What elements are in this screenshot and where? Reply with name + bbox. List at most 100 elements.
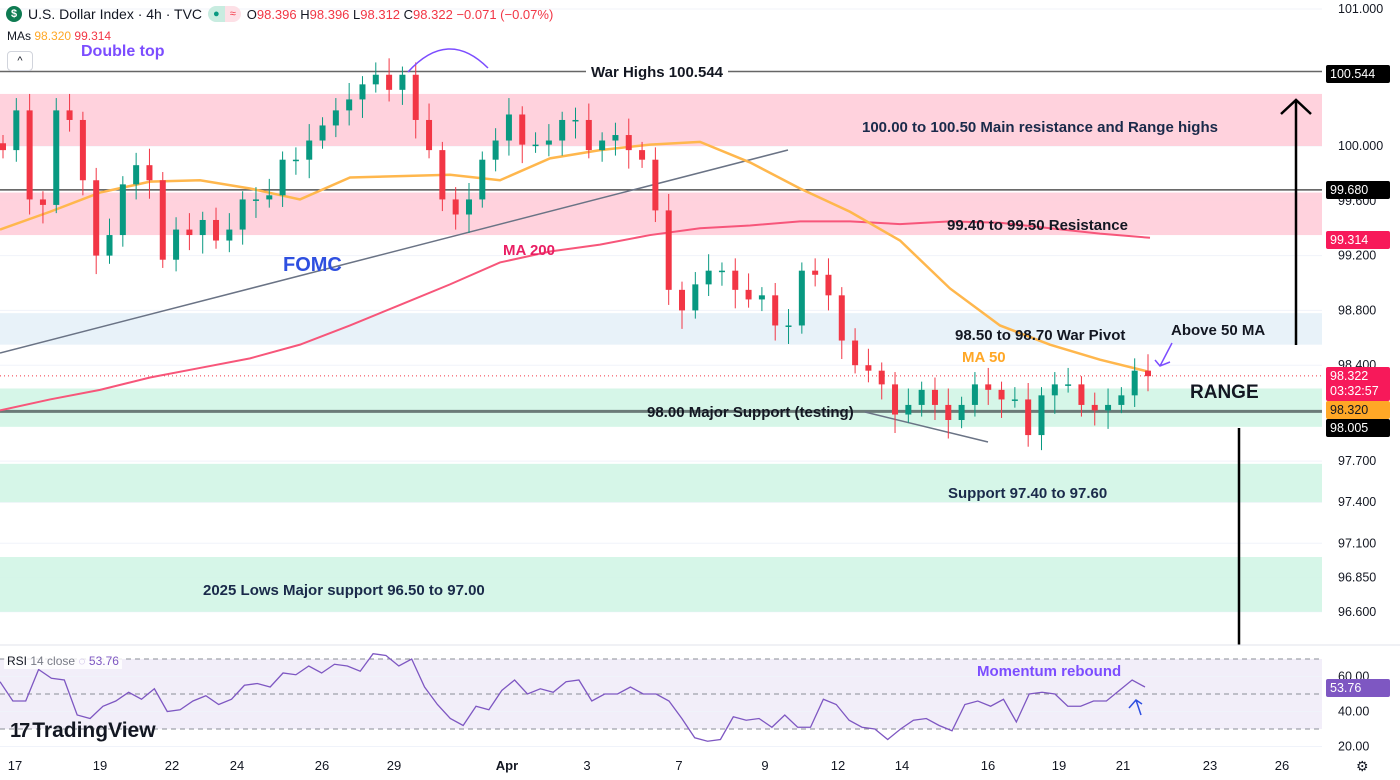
ma50-line <box>0 140 1151 374</box>
delayed-wave-icon: ≈ <box>224 6 241 22</box>
ma-label: MAs <box>7 29 31 43</box>
candle-body <box>905 404 912 415</box>
candle-body <box>665 210 672 290</box>
candle-body <box>985 384 992 390</box>
price-tick-label: 96.850 <box>1338 571 1376 585</box>
date-tick-label: 19 <box>93 758 107 773</box>
market-status[interactable]: ● ≈ <box>208 6 241 22</box>
candle-body <box>798 270 805 326</box>
date-tick-label: 17 <box>8 758 22 773</box>
candle-body <box>825 274 832 296</box>
candle-body <box>492 140 499 160</box>
candle-body <box>13 110 20 151</box>
date-tick-label: 9 <box>761 758 768 773</box>
candle-body <box>958 404 965 420</box>
candle-body <box>1038 395 1045 436</box>
candle-body <box>159 180 166 260</box>
symbol-title[interactable]: U.S. Dollar Index · 4h · TVC <box>28 6 203 22</box>
range-label: RANGE <box>1190 382 1259 403</box>
rsi-legend[interactable]: RSI 14 close ◌ 53.76 <box>4 653 122 669</box>
price-tick-label: 99.200 <box>1338 249 1376 263</box>
lows-2025-label: 2025 Lows Major support 96.50 to 97.00 <box>203 582 485 599</box>
candle-body <box>1065 384 1072 386</box>
candle-body <box>519 114 526 145</box>
momentum-rebound-label: Momentum rebound <box>977 663 1122 680</box>
candle-body <box>785 325 792 327</box>
tradingview-logo-icon: 17 <box>10 719 30 742</box>
candle-body <box>412 74 419 120</box>
low-value: 98.312 <box>360 6 401 22</box>
ma200-price-badge: 99.314 <box>1326 231 1390 249</box>
candle-body <box>652 159 659 211</box>
above-50-ma-label: Above 50 MA <box>1171 322 1266 339</box>
candle-body <box>1025 399 1032 436</box>
candle-body <box>79 119 86 181</box>
candle-body <box>53 110 60 205</box>
date-tick-label: 22 <box>165 758 179 773</box>
falling-trendline <box>864 411 989 443</box>
candle-body <box>173 229 180 260</box>
date-tick-label: Apr <box>496 758 518 773</box>
date-tick-label: 16 <box>981 758 995 773</box>
price-tick-label: 97.100 <box>1338 536 1376 550</box>
candle-body <box>772 295 779 326</box>
ma-legend[interactable]: MAs 98.320 99.314 <box>7 29 111 43</box>
candle-body <box>239 199 246 230</box>
candle-body <box>559 119 566 141</box>
above-ma-arrow-icon <box>1154 342 1173 367</box>
candle-body <box>892 384 899 415</box>
candle-body <box>599 140 606 151</box>
rsi-rebound-arrow-icon <box>1128 699 1143 716</box>
date-tick-label: 7 <box>675 758 682 773</box>
double-top-label: Double top <box>81 43 165 60</box>
candle-body <box>505 114 512 141</box>
candle-body <box>93 180 100 256</box>
candle-body <box>346 99 353 111</box>
rsi-settings-icon[interactable]: ◌ <box>78 654 86 668</box>
tradingview-logo[interactable]: 17 TradingView <box>10 719 156 743</box>
candle-body <box>705 270 712 285</box>
date-tick-label: 26 <box>315 758 329 773</box>
major-support-label: 98.00 Major Support (testing) <box>647 404 854 421</box>
candle-body <box>306 140 313 160</box>
candle-body <box>332 110 339 126</box>
high-label: H <box>300 6 310 22</box>
candle-body <box>865 365 872 371</box>
candle-body <box>639 150 646 160</box>
war-high-price-badge: 100.544 <box>1326 65 1390 83</box>
ma50-value: 98.320 <box>34 29 72 43</box>
candle-body <box>106 235 113 256</box>
zone-support <box>0 463 1322 503</box>
candle-body <box>133 165 140 185</box>
candle-body <box>838 295 845 341</box>
collapse-legend-button[interactable]: ^ <box>7 51 33 71</box>
dollar-icon: $ <box>6 6 22 22</box>
date-tick-label: 3 <box>583 758 590 773</box>
date-tick-label: 24 <box>230 758 244 773</box>
high-value: 98.396 <box>309 6 350 22</box>
resistance-label: 99.40 to 99.50 Resistance <box>947 217 1128 234</box>
candle-body <box>612 135 619 141</box>
candle-body <box>1131 370 1138 396</box>
tradingview-name: TradingView <box>32 719 156 742</box>
candle-body <box>39 199 46 205</box>
bar-countdown: 03:32:57 <box>1330 384 1379 398</box>
symbol-header: $ U.S. Dollar Index · 4h · TVC ● ≈ O98.3… <box>6 6 553 22</box>
war-highs-label: War Highs 100.544 <box>586 64 729 81</box>
candle-body <box>399 74 406 90</box>
rsi-label: RSI <box>7 654 28 668</box>
price-tick-label: 97.400 <box>1338 495 1376 509</box>
rsi-tick-label: 40.00 <box>1338 705 1369 719</box>
candle-body <box>146 165 153 181</box>
price-tick-label: 97.700 <box>1338 454 1376 468</box>
chart-settings-icon[interactable]: ⚙ <box>1356 758 1369 774</box>
candle-body <box>372 74 379 85</box>
candle-body <box>1118 395 1125 405</box>
candle-body <box>199 219 206 236</box>
change-value: −0.071 (−0.07%) <box>456 6 554 22</box>
double-top-arc <box>407 48 489 73</box>
candle-body <box>66 110 73 120</box>
candle-body <box>878 370 885 385</box>
close-label: C <box>403 6 414 22</box>
